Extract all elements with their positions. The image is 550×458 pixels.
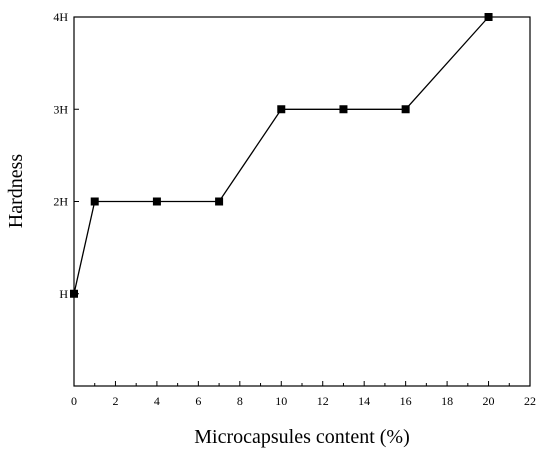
data-point-marker bbox=[339, 105, 348, 114]
data-point-marker bbox=[90, 197, 99, 206]
x-tick-label: 4 bbox=[154, 394, 160, 408]
x-tick-label: 6 bbox=[195, 394, 201, 408]
y-axis-title: Hardness bbox=[5, 154, 27, 229]
labels-layer: Microcapsules content (%) Hardness bbox=[5, 154, 410, 448]
series-line bbox=[73, 16, 489, 294]
x-tick-label: 16 bbox=[400, 394, 412, 408]
x-tick-label: 0 bbox=[71, 394, 77, 408]
data-point-marker bbox=[484, 13, 493, 21]
x-tick-label: 2 bbox=[112, 394, 118, 408]
series-layer bbox=[70, 13, 493, 298]
x-tick-label: 22 bbox=[524, 394, 536, 408]
data-point-marker bbox=[277, 105, 286, 114]
x-tick-label: 12 bbox=[317, 394, 329, 408]
data-point-marker bbox=[70, 289, 78, 298]
x-tick-label: 14 bbox=[358, 394, 370, 408]
y-tick-label: 3H bbox=[53, 102, 68, 116]
x-tick-label: 18 bbox=[441, 394, 453, 408]
y-tick-label: 4H bbox=[53, 10, 68, 24]
data-point-marker bbox=[152, 197, 161, 206]
x-tick-label: 8 bbox=[237, 394, 243, 408]
data-point-marker bbox=[215, 197, 224, 206]
ticks-layer: 0 2 4 6 8 10 12 14 16 18 20 22 H 2H 3H 4H bbox=[53, 10, 536, 408]
y-tick-label: 2H bbox=[53, 195, 68, 209]
x-axis-title: Microcapsules content (%) bbox=[194, 426, 409, 448]
x-tick-label: 10 bbox=[275, 394, 287, 408]
y-tick-label: H bbox=[59, 287, 68, 301]
data-point-marker bbox=[401, 105, 410, 114]
x-tick-label: 20 bbox=[483, 394, 495, 408]
